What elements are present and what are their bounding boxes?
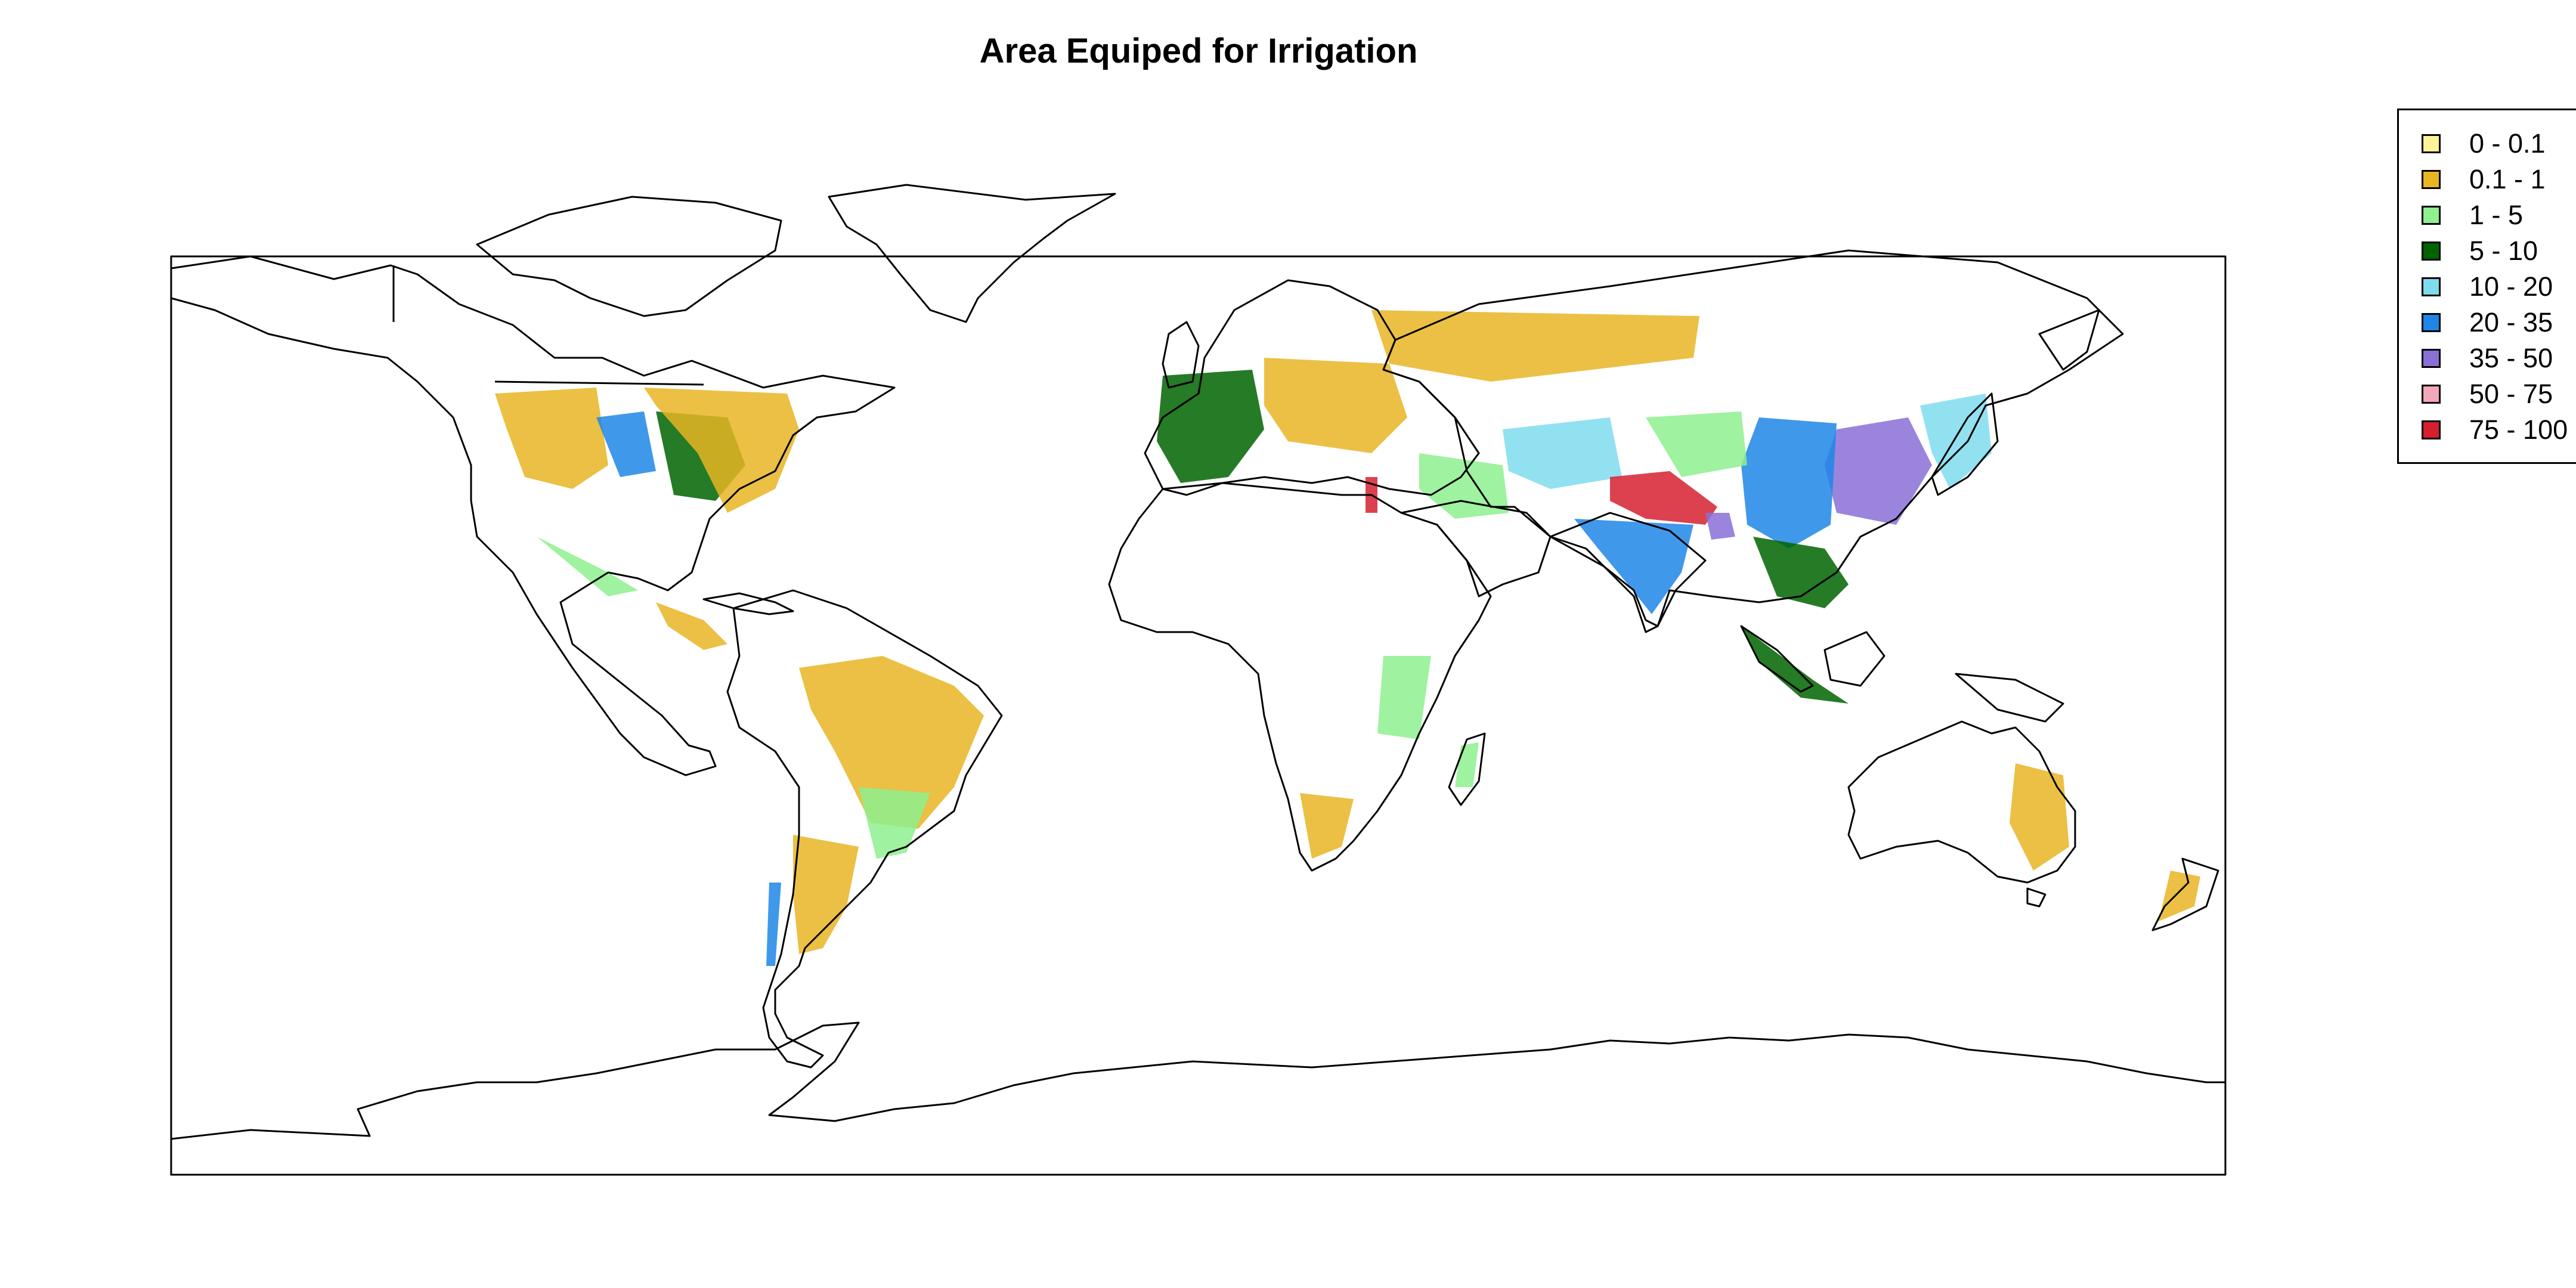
map-title: Area Equiped for Irrigation xyxy=(979,32,1418,70)
legend-label: 50 - 75 xyxy=(2469,379,2553,409)
irrigation-region-indus-ganges-plain xyxy=(1610,471,1717,525)
arctic-islands-outline xyxy=(476,196,782,317)
legend-swatch xyxy=(2422,277,2441,296)
borneo-outline xyxy=(1823,631,1885,687)
legend-label: 20 - 35 xyxy=(2469,307,2553,338)
legend-item: 75 - 100 xyxy=(2422,412,2568,448)
irrigation-region-bangladesh xyxy=(1705,513,1735,540)
irrigation-raster-layer xyxy=(495,310,2200,966)
india-outline xyxy=(1549,512,1707,633)
irrigation-region-middle-east xyxy=(1419,453,1509,519)
madagascar-outline xyxy=(1448,732,1486,806)
irrigation-region-southern-brazil-uruguay xyxy=(859,787,930,859)
arabia-outline xyxy=(1400,500,1552,597)
legend-item: 50 - 75 xyxy=(2422,376,2553,412)
british-isles-outline xyxy=(1162,321,1200,389)
irrigation-region-eastern-europe xyxy=(1264,358,1407,453)
legend-item: 1 - 5 xyxy=(2422,197,2523,233)
irrigation-region-madagascar xyxy=(1455,742,1479,787)
country-outlines xyxy=(170,184,2227,1176)
legend-label: 5 - 10 xyxy=(2469,236,2538,266)
legend: 0 - 0.1 0.1 - 1 1 - 5 5 - 10 10 - 20 20 - 35 3… xyxy=(2397,109,2576,464)
irrigation-region-argentina xyxy=(793,835,859,954)
irrigation-region-eastern-usa xyxy=(644,388,799,513)
new-zealand-outline xyxy=(2151,857,2219,931)
north-america-outline xyxy=(170,255,896,776)
legend-item: 0 - 0.1 xyxy=(2422,126,2546,162)
legend-swatch xyxy=(2422,349,2441,368)
irrigation-region-brazil xyxy=(799,656,984,829)
irrigation-region-china-north-plain xyxy=(1825,417,1932,525)
legend-swatch xyxy=(2422,420,2441,439)
legend-item: 5 - 10 xyxy=(2422,233,2538,269)
irrigation-region-japan-korea xyxy=(1920,394,1992,489)
antarctica-outline xyxy=(170,1021,2227,1176)
legend-label: 10 - 20 xyxy=(2469,271,2553,302)
irrigation-region-australia-east xyxy=(2010,763,2069,871)
irrigation-region-east-africa xyxy=(1377,656,1431,739)
greenland-outline xyxy=(828,184,1116,323)
irrigation-region-central-asia xyxy=(1503,417,1622,489)
sumatra-outline xyxy=(1740,625,1814,693)
irrigation-region-india xyxy=(1574,519,1693,614)
new-guinea-outline xyxy=(1955,673,2064,723)
irrigation-region-china-west xyxy=(1646,411,1747,477)
legend-item: 35 - 50 xyxy=(2422,340,2553,376)
kamchatka-outline xyxy=(2038,309,2100,371)
legend-swatch xyxy=(2422,313,2441,332)
us-canada-border xyxy=(494,380,704,386)
tasmania-outline xyxy=(2026,887,2046,908)
irrigation-region-great-plains xyxy=(596,411,656,477)
irrigation-region-china-east xyxy=(1741,417,1837,549)
irrigation-region-western-usa xyxy=(495,388,608,489)
legend-label: 1 - 5 xyxy=(2469,200,2524,230)
africa-outline xyxy=(1108,482,1492,872)
irrigation-region-south-africa xyxy=(1300,793,1354,859)
legend-swatch xyxy=(2422,170,2441,189)
legend-label: 0.1 - 1 xyxy=(2469,164,2546,194)
legend-label: 0 - 0.1 xyxy=(2469,128,2546,159)
legend-swatch xyxy=(2422,385,2441,404)
irrigation-region-southeast-asia xyxy=(1753,537,1849,608)
legend-item: 10 - 20 xyxy=(2422,269,2553,305)
legend-swatch xyxy=(2422,242,2441,261)
irrigation-region-western-europe xyxy=(1157,370,1264,483)
irrigation-region-central-mexico xyxy=(537,537,638,596)
irrigation-region-chile xyxy=(766,883,781,966)
australia-outline xyxy=(1847,720,2076,884)
legend-swatch xyxy=(2422,134,2441,153)
world-map xyxy=(170,184,2227,1176)
legend-label: 75 - 100 xyxy=(2469,414,2568,445)
south-america-outline xyxy=(726,589,1003,1069)
japan-outline xyxy=(1931,392,1999,496)
irrigation-region-russia-kazakhstan xyxy=(1371,310,1699,382)
irrigation-region-central-america xyxy=(656,602,727,650)
legend-item: 0.1 - 1 xyxy=(2422,162,2546,197)
irrigation-region-new-zealand xyxy=(2159,871,2200,921)
legend-swatch xyxy=(2422,206,2441,225)
legend-item: 20 - 35 xyxy=(2422,305,2553,340)
legend-label: 35 - 50 xyxy=(2469,343,2553,373)
